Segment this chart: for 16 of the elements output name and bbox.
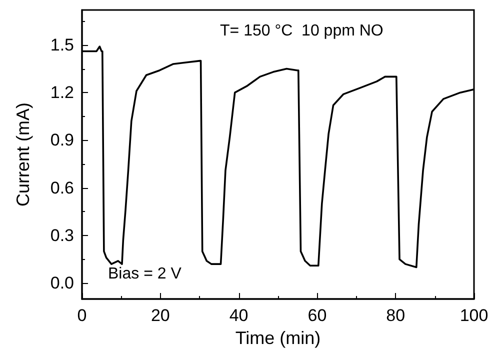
x-tick-label: 20 bbox=[150, 306, 170, 325]
x-tick-label: 100 bbox=[460, 306, 488, 325]
annotation: T= 150 °C 10 ppm NO bbox=[220, 22, 384, 40]
x-axis-title: Time (min) bbox=[235, 328, 321, 348]
annotation: Bias = 2 V bbox=[108, 266, 182, 282]
x-tick-label: 40 bbox=[229, 306, 248, 325]
y-tick-label: 0.6 bbox=[50, 178, 74, 198]
x-tick-label: 60 bbox=[308, 306, 327, 325]
y-tick-label: 1.5 bbox=[50, 35, 74, 54]
y-tick-label: 0.9 bbox=[50, 130, 74, 150]
y-axis-title: Current (mA) bbox=[13, 102, 33, 207]
x-tick-label: 0 bbox=[77, 306, 87, 325]
y-tick-label: 0.3 bbox=[50, 226, 74, 245]
y-tick-label: 1.2 bbox=[50, 83, 74, 102]
x-tick-label: 80 bbox=[386, 306, 406, 325]
y-tick-label: 0.0 bbox=[50, 274, 74, 293]
